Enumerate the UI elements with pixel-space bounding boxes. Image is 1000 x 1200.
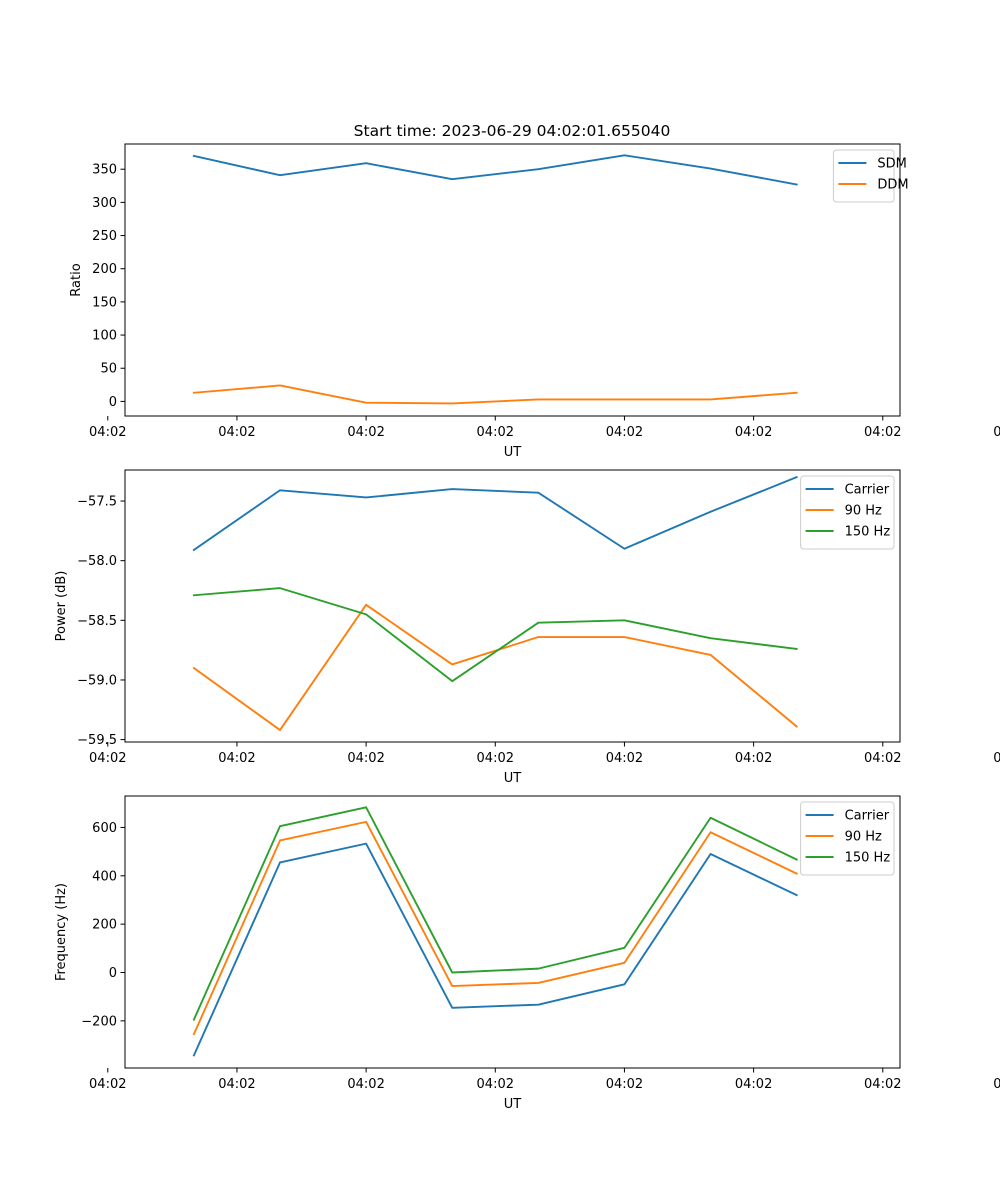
y-tick-label: 0	[109, 395, 117, 410]
x-tick-label: 04:02	[606, 751, 643, 766]
x-tick-label: 04:02	[89, 751, 126, 766]
legend-label: DDM	[877, 178, 908, 193]
series-line-sdm	[192, 154, 798, 186]
y-tick-label: −57.5	[77, 495, 117, 510]
x-axis-label: UT	[504, 1097, 522, 1112]
y-tick-label: 300	[92, 196, 117, 211]
chart-title: Start time: 2023-06-29 04:02:01.655040	[354, 122, 671, 140]
series-line-150-hz	[192, 806, 798, 1021]
x-tick-label: 04:03	[993, 1077, 1000, 1092]
y-axis-label: Frequency (Hz)	[54, 883, 69, 981]
y-axis-label: Ratio	[69, 263, 84, 296]
x-tick-label: 04:02	[606, 425, 643, 440]
y-tick-label: 50	[100, 362, 117, 377]
series-line-150-hz	[192, 587, 798, 683]
series-line-carrier	[192, 842, 798, 1057]
y-tick-label: −58.5	[77, 614, 117, 629]
legend: SDM DDM	[832, 149, 909, 203]
axes-frame	[124, 469, 901, 743]
y-tick-label: 400	[92, 869, 117, 884]
series-line-90-hz	[192, 603, 799, 732]
x-tick-label: 04:02	[477, 1077, 514, 1092]
x-tick-label: 04:02	[477, 425, 514, 440]
axes-frame	[124, 143, 901, 417]
legend: Carrier 90 Hz 150 Hz	[800, 475, 895, 550]
x-tick-label: 04:02	[218, 1077, 255, 1092]
x-tick-label: 04:02	[735, 751, 772, 766]
chart-panel-1: 04:02 04:02 04:02 04:02 04:02 04:02 04:02 04:03…	[69, 143, 1000, 460]
x-tick-label: 04:02	[735, 1077, 772, 1092]
y-tick-label: 100	[92, 329, 117, 344]
y-tick-label: 250	[92, 229, 117, 244]
x-tick-label: 04:03	[993, 425, 1000, 440]
legend: Carrier 90 Hz 150 Hz	[800, 801, 895, 876]
x-tick-label: 04:02	[735, 425, 772, 440]
legend-label: 150 Hz	[845, 525, 891, 540]
x-tick-label: 04:02	[606, 1077, 643, 1092]
x-tick-label: 04:02	[347, 751, 384, 766]
series-line-90-hz	[192, 820, 798, 1036]
legend-label: 150 Hz	[845, 851, 891, 866]
x-tick-label: 04:02	[864, 1077, 901, 1092]
x-axis-label: UT	[504, 445, 522, 460]
x-axis-label: UT	[504, 771, 522, 786]
x-tick-label: 04:02	[477, 751, 514, 766]
y-tick-label: 200	[92, 262, 117, 277]
x-tick-label: 04:02	[347, 1077, 384, 1092]
series-line-carrier	[192, 475, 798, 552]
x-tick-label: 04:02	[218, 751, 255, 766]
legend-label: 90 Hz	[845, 830, 882, 845]
y-axis-label: Power (dB)	[54, 571, 69, 642]
x-tick-label: 04:02	[347, 425, 384, 440]
legend-label: Carrier	[845, 483, 890, 498]
x-tick-label: 04:03	[993, 751, 1000, 766]
y-tick-label: −59.0	[77, 673, 117, 688]
y-tick-label: 150	[92, 295, 117, 310]
legend-label: SDM	[877, 157, 906, 172]
x-tick-label: 04:02	[89, 425, 126, 440]
panels: 04:02 04:02 04:02 04:02 04:02 04:02 04:02 04:03…	[54, 143, 1000, 1112]
x-tick-label: 04:02	[89, 1077, 126, 1092]
chart-panel-2: 04:02 04:02 04:02 04:02 04:02 04:02 04:02 04:03…	[54, 469, 1000, 786]
y-tick-label: −200	[81, 1014, 117, 1029]
y-tick-label: 350	[92, 163, 117, 178]
x-tick-label: 04:02	[218, 425, 255, 440]
axes-frame	[124, 795, 901, 1069]
x-tick-label: 04:02	[864, 751, 901, 766]
legend-label: 90 Hz	[845, 504, 882, 519]
series-line-ddm	[192, 384, 798, 405]
y-tick-label: 600	[92, 821, 117, 836]
y-tick-label: −58.0	[77, 554, 117, 569]
y-tick-label: 200	[92, 918, 117, 933]
y-tick-label: −59.5	[77, 733, 117, 748]
x-tick-label: 04:02	[864, 425, 901, 440]
legend-label: Carrier	[845, 809, 890, 824]
chart-panel-3: 04:02 04:02 04:02 04:02 04:02 04:02 04:02 04:03…	[54, 795, 1000, 1112]
y-tick-label: 0	[109, 966, 117, 981]
